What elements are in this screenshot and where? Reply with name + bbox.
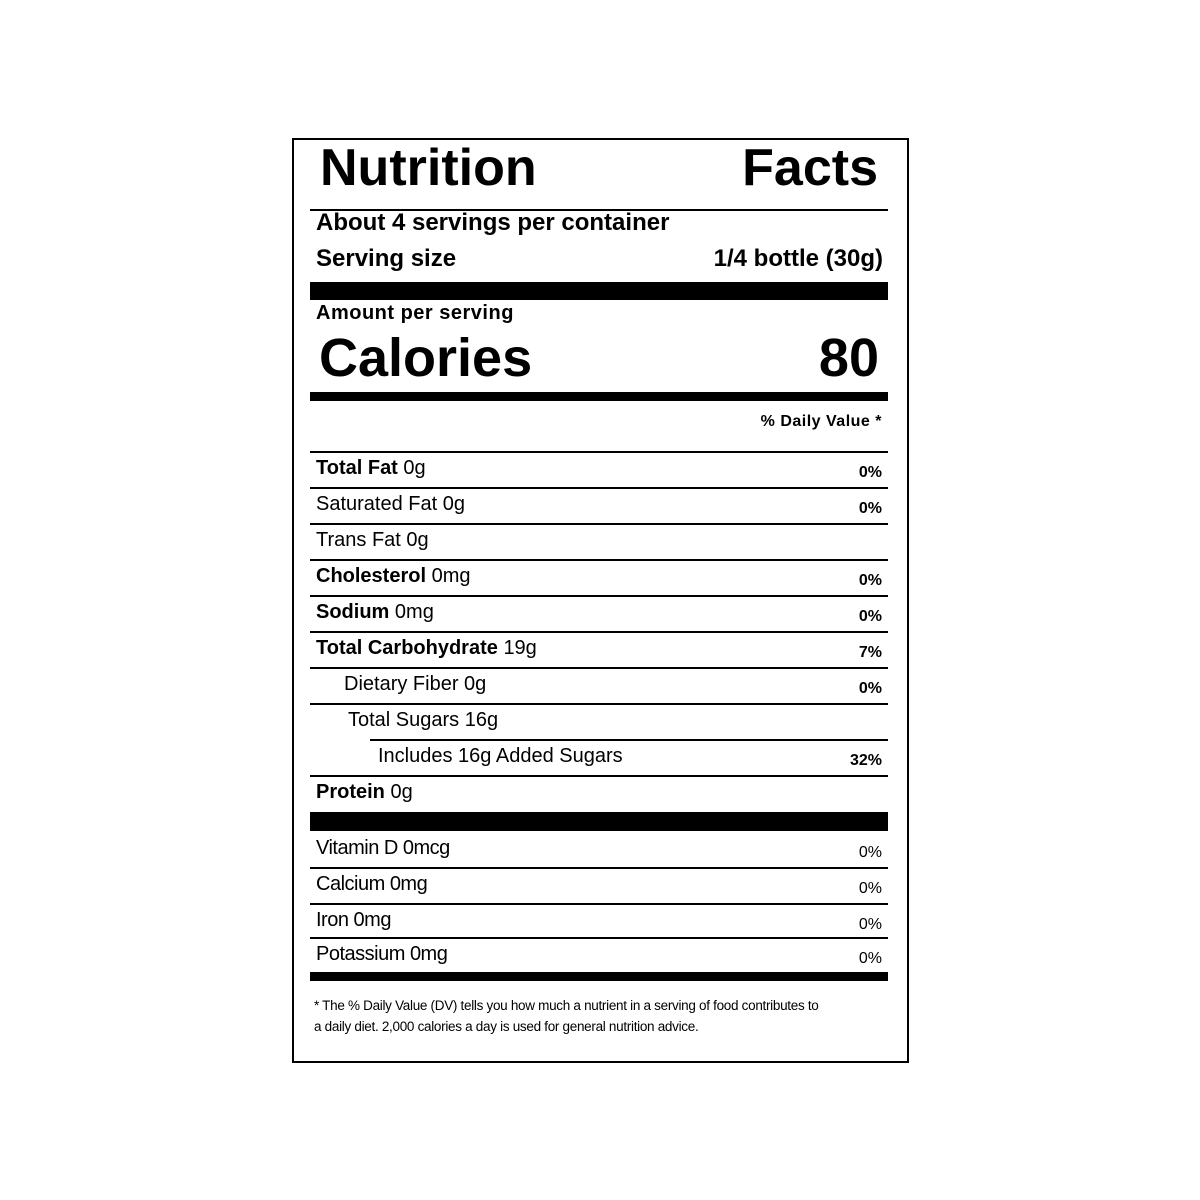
- nutrient-name: Dietary Fiber: [344, 673, 459, 695]
- nutrient-row: Saturated Fat 0g 0%: [310, 489, 888, 523]
- vitamin-label: Vitamin D 0mcg: [316, 837, 450, 860]
- nutrient-label: Total Sugars 16g: [348, 709, 498, 732]
- nutrient-label: Total Fat 0g: [316, 457, 426, 480]
- nutrient-name: Trans Fat: [316, 529, 401, 551]
- nutrient-row: Cholesterol 0mg 0%: [310, 561, 888, 595]
- row-divider: [310, 595, 888, 597]
- row-divider: [310, 631, 888, 633]
- vitamin-dv: 0%: [858, 844, 882, 861]
- nutrient-name: Includes 16g Added Sugars: [378, 745, 623, 767]
- nutrient-label: Dietary Fiber 0g: [344, 673, 486, 696]
- nutrient-dv: 32%: [849, 752, 882, 769]
- nutrient-name: Protein: [316, 781, 385, 803]
- row-divider: [310, 937, 888, 939]
- nutrient-dv: 7%: [858, 644, 882, 661]
- nutrient-amount: 19g: [503, 637, 537, 659]
- nutrient-name: Cholesterol: [316, 565, 427, 587]
- nutrient-label: Saturated Fat 0g: [316, 493, 465, 516]
- medium-divider: [310, 392, 888, 401]
- nutrient-label: Sodium 0mg: [316, 601, 434, 624]
- vitamin-dv: 0%: [858, 950, 882, 967]
- daily-value-header: % Daily Value *: [760, 413, 882, 430]
- nutrient-row: Trans Fat 0g: [310, 525, 888, 559]
- nutrient-row: Protein 0g: [310, 777, 888, 811]
- row-divider: [310, 523, 888, 525]
- amount-per-serving: Amount per serving: [316, 302, 514, 324]
- nutrient-dv: 0%: [858, 500, 882, 517]
- label-border: [292, 138, 909, 1063]
- vitamin-row: Potassium 0mg 0%: [310, 939, 888, 973]
- row-divider: [310, 451, 888, 453]
- nutrient-row: Total Carbohydrate 19g 7%: [310, 633, 888, 667]
- nutrient-name: Total Fat: [316, 457, 398, 479]
- vitamin-dv: 0%: [858, 880, 882, 897]
- vitamin-name: Vitamin D: [316, 837, 398, 859]
- title-nutrition: Nutrition: [320, 139, 537, 197]
- footnote-line-1: * The % Daily Value (DV) tells you how m…: [314, 998, 819, 1013]
- vitamin-name: Potassium: [316, 943, 405, 965]
- thick-divider: [310, 282, 888, 300]
- nutrient-dv: 0%: [858, 464, 882, 481]
- servings-per-container: About 4 servings per container: [316, 209, 670, 236]
- nutrient-amount: 0g: [442, 493, 465, 515]
- row-divider: [310, 903, 888, 905]
- vitamin-amount: 0mg: [409, 943, 448, 965]
- calories-label: Calories: [319, 328, 533, 388]
- nutrient-dv: 0%: [858, 608, 882, 625]
- nutrient-row: Dietary Fiber 0g 0%: [310, 669, 888, 703]
- row-divider: [310, 667, 888, 669]
- vitamin-row: Calcium 0mg 0%: [310, 869, 888, 903]
- calories-value: 80: [818, 328, 879, 388]
- nutrient-name: Total Sugars: [348, 709, 460, 731]
- nutrient-label: Total Carbohydrate 19g: [316, 637, 537, 660]
- nutrient-name: Total Carbohydrate: [316, 637, 498, 659]
- vitamin-row: Iron 0mg 0%: [310, 905, 888, 939]
- vitamin-amount: 0mg: [389, 873, 428, 895]
- nutrient-amount: 0g: [406, 529, 429, 551]
- nutrient-row: Total Sugars 16g: [310, 705, 888, 739]
- row-divider: [310, 867, 888, 869]
- nutrient-amount: 0mg: [431, 565, 471, 587]
- vitamin-row: Vitamin D 0mcg 0%: [310, 833, 888, 867]
- footnote-line-2: a daily diet. 2,000 calories a day is us…: [314, 1019, 699, 1034]
- row-divider: [310, 703, 888, 705]
- nutrient-name: Saturated Fat: [316, 493, 438, 515]
- vitamin-dv: 0%: [858, 916, 882, 933]
- nutrient-label: Trans Fat 0g: [316, 529, 429, 552]
- nutrient-label: Protein 0g: [316, 781, 413, 804]
- nutrient-dv: 0%: [858, 680, 882, 697]
- medium-divider: [310, 972, 888, 981]
- nutrient-row: Total Fat 0g 0%: [310, 453, 888, 487]
- row-divider: [310, 775, 888, 777]
- title-facts: Facts: [742, 139, 878, 197]
- thick-divider: [310, 812, 888, 831]
- nutrient-row: Includes 16g Added Sugars 32%: [310, 741, 888, 775]
- serving-size-value: 1/4 bottle (30g): [713, 245, 883, 272]
- nutrient-row: Sodium 0mg 0%: [310, 597, 888, 631]
- nutrient-amount: 0g: [390, 781, 413, 803]
- nutrient-amount: 0mg: [394, 601, 434, 623]
- row-divider: [370, 739, 888, 741]
- nutrient-dv: 0%: [858, 572, 882, 589]
- vitamin-label: Potassium 0mg: [316, 943, 448, 966]
- serving-size-label: Serving size: [316, 245, 457, 272]
- nutrient-amount: 0g: [464, 673, 487, 695]
- row-divider: [310, 487, 888, 489]
- nutrient-label: Cholesterol 0mg: [316, 565, 471, 588]
- vitamin-amount: 0mg: [353, 909, 392, 931]
- vitamin-amount: 0mcg: [402, 837, 450, 859]
- vitamin-name: Iron: [316, 909, 349, 931]
- vitamin-label: Calcium 0mg: [316, 873, 428, 896]
- vitamin-label: Iron 0mg: [316, 909, 391, 932]
- row-divider: [310, 559, 888, 561]
- nutrient-label: Includes 16g Added Sugars: [378, 745, 623, 768]
- divider: [310, 209, 888, 211]
- nutrient-name: Sodium: [316, 601, 390, 623]
- vitamin-name: Calcium: [316, 873, 385, 895]
- nutrient-amount: 0g: [403, 457, 426, 479]
- nutrient-amount: 16g: [464, 709, 499, 731]
